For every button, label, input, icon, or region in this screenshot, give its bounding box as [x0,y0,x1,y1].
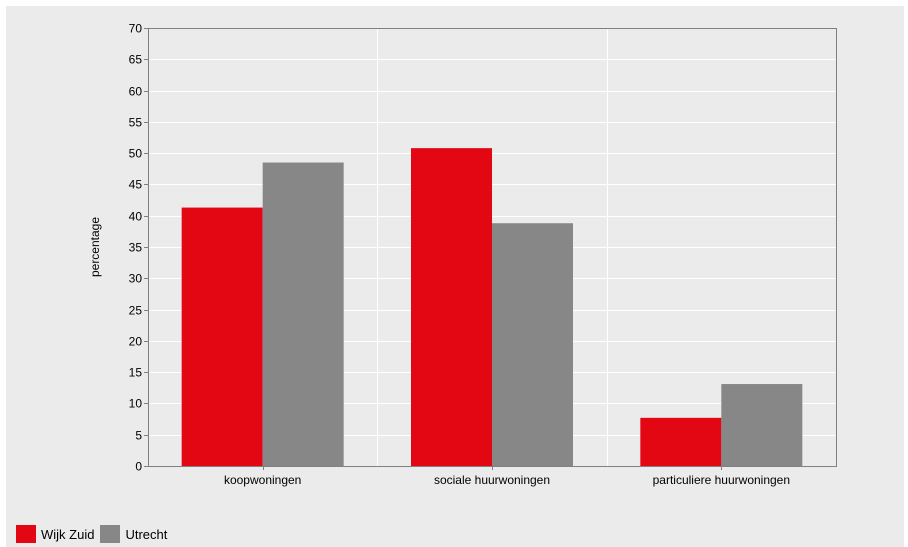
y-axis-title: percentage [88,217,102,277]
y-axis-ticks: 0 5 10 15 20 25 30 35 40 45 50 55 60 65 70 [129,22,148,474]
legend-label: Utrecht [125,527,167,542]
x-axis-ticks: koopwoningen sociale huurwoningen particul… [224,466,790,487]
bar-wijk-zuid-2 [640,418,721,466]
bar-wijk-zuid-1 [411,148,492,466]
legend-label: Wijk Zuid [41,527,94,542]
bar-wijk-zuid-0 [182,208,263,466]
bar-utrecht-2 [721,384,802,466]
x-tick-label: koopwoningen [224,473,301,487]
y-tick-label: 25 [129,304,143,318]
bar-utrecht-1 [492,223,573,466]
y-tick-label: 60 [129,85,143,99]
y-tick-label: 65 [129,53,143,67]
x-tick-label: sociale huurwoningen [434,473,550,487]
legend-swatch [100,525,120,543]
y-tick-label: 45 [129,178,143,192]
y-tick-label: 20 [129,335,143,349]
y-tick-label: 5 [135,429,142,443]
x-tick-label: particuliere huurwoningen [653,473,790,487]
legend: Wijk Zuid Utrecht [16,525,173,543]
legend-item-wijk-zuid: Wijk Zuid [16,525,94,543]
y-tick-label: 10 [129,397,143,411]
y-tick-label: 40 [129,210,143,224]
y-tick-label: 55 [129,116,143,130]
y-tick-label: 30 [129,272,143,286]
y-tick-label: 0 [135,460,142,474]
bar-utrecht-0 [263,163,344,466]
legend-swatch [16,525,36,543]
y-tick-label: 15 [129,366,143,380]
legend-item-utrecht: Utrecht [100,525,167,543]
chart-container: 0 5 10 15 20 25 30 35 40 45 50 55 60 65 70 koopwoninge… [6,6,904,547]
y-tick-label: 70 [129,22,143,36]
y-tick-label: 35 [129,241,143,255]
y-tick-label: 50 [129,147,143,161]
bar-chart: 0 5 10 15 20 25 30 35 40 45 50 55 60 65 70 koopwoninge… [6,6,904,511]
